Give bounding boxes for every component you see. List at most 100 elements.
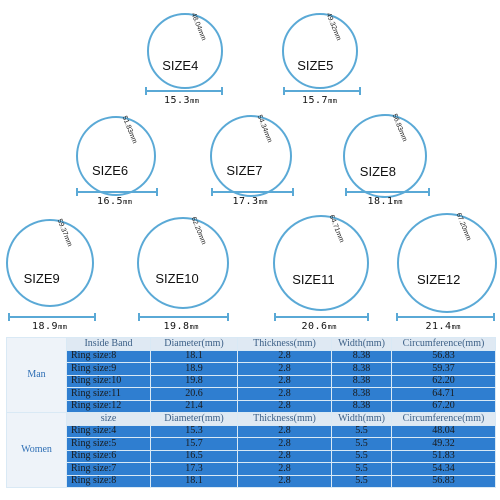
table-cell: Ring size:10 — [66, 374, 151, 388]
diameter-measure-line — [138, 313, 229, 321]
group-label: Women — [6, 412, 67, 488]
ring-size-label: SIZE7 — [226, 163, 263, 179]
table-cell: Ring size:8 — [66, 349, 151, 363]
table-cell: 2.8 — [237, 449, 332, 463]
table-cell: 54.34 — [391, 462, 496, 476]
ring-size-label: SIZE4 — [162, 57, 199, 73]
ring-size-label: SIZE11 — [292, 271, 335, 287]
ring-size-illustration: SIZE4 48.04mm 15.3mm SIZE5 49.32mm 15.7mm SIZE… — [6, 12, 497, 332]
diameter-label: 19.8mm — [163, 321, 200, 332]
table-header-cell: Diameter(mm) — [150, 412, 238, 426]
table-header-cell: Thickness(mm) — [237, 412, 332, 426]
table-cell: 56.83 — [391, 474, 496, 488]
table-cell: Ring size:8 — [66, 474, 151, 488]
table-cell: Ring size:9 — [66, 362, 151, 376]
table-header-cell: Thickness(mm) — [237, 337, 332, 351]
diameter-measure-line — [8, 313, 96, 321]
table-cell: 17.3 — [150, 462, 238, 476]
table-header-cell: Width(mm) — [331, 412, 392, 426]
table-cell: 8.38 — [331, 399, 392, 413]
table-header-cell: Circumference(mm) — [391, 412, 496, 426]
diameter-label: 16.5mm — [97, 196, 133, 207]
diameter-label: 15.3mm — [164, 95, 200, 106]
table-cell: 2.8 — [237, 424, 332, 438]
table-header-row: Women size Diameter(mm) Thickness(mm) Width(… — [6, 412, 496, 488]
ring-size-label: SIZE10 — [155, 271, 199, 287]
table-cell: 18.9 — [150, 362, 238, 376]
diameter-label: 18.1mm — [367, 196, 404, 207]
table-cell: Ring size:11 — [66, 387, 151, 401]
diameter-label: 21.4mm — [425, 321, 462, 332]
table-row: Ring size:9 18.9 2.8 8.38 59.37 — [7, 362, 496, 376]
table-cell: 18.1 — [150, 474, 238, 488]
table-cell: 5.5 — [331, 424, 392, 438]
ring-circle — [397, 213, 497, 313]
diameter-measure-line — [211, 188, 294, 196]
table-cell: 18.1 — [150, 349, 238, 363]
diameter-measure-line — [396, 313, 495, 321]
table-row: Ring size:12 21.4 2.8 8.38 67.20 — [7, 399, 496, 413]
table-header-cell: size — [66, 412, 151, 426]
table-cell: 2.8 — [237, 437, 332, 451]
table-row: Ring size:11 20.6 2.8 8.38 64.71 — [7, 387, 496, 401]
diameter-measure-line — [145, 87, 223, 95]
table-cell: 16.5 — [150, 449, 238, 463]
ring-size-label: SIZE9 — [23, 270, 60, 286]
table-cell: 15.3 — [150, 424, 238, 438]
table-row: Ring size:5 15.7 2.8 5.5 49.32 — [7, 437, 496, 451]
table-cell: 8.38 — [331, 374, 392, 388]
table-cell: 2.8 — [237, 474, 332, 488]
table-cell: Ring size:12 — [66, 399, 151, 413]
table-cell: Ring size:6 — [66, 449, 151, 463]
diameter-measure-line — [76, 188, 158, 196]
table-row: Ring size:4 15.3 2.8 5.5 48.04 — [7, 424, 496, 438]
diameter-label: 17.3mm — [232, 196, 269, 207]
table-cell: 56.83 — [391, 349, 496, 363]
ring-circle — [273, 215, 369, 311]
ring-size-label: SIZE6 — [92, 163, 129, 179]
table-header-cell: Width(mm) — [331, 337, 392, 351]
table-cell: 5.5 — [331, 474, 392, 488]
table-cell: 2.8 — [237, 399, 332, 413]
table-cell: 64.71 — [391, 387, 496, 401]
table-cell: Ring size:5 — [66, 437, 151, 451]
diameter-measure-line — [283, 87, 361, 95]
table-cell: 67.20 — [391, 399, 496, 413]
ring-circle — [6, 219, 94, 307]
diameter-measure-line — [274, 313, 369, 321]
table-cell: 49.32 — [391, 437, 496, 451]
ring-size-label: SIZE5 — [297, 57, 334, 73]
table-cell: 15.7 — [150, 437, 238, 451]
table-cell: 2.8 — [237, 349, 332, 363]
table-cell: 19.8 — [150, 374, 238, 388]
table-cell: 48.04 — [391, 424, 496, 438]
ring-circle — [343, 114, 427, 198]
table-row: Ring size:8 18.1 2.8 8.38 56.83 — [7, 349, 496, 363]
table-cell: 2.8 — [237, 462, 332, 476]
table-cell: 5.5 — [331, 449, 392, 463]
table-row: Ring size:10 19.8 2.8 8.38 62.20 — [7, 374, 496, 388]
table-cell: 5.5 — [331, 462, 392, 476]
ring-circle — [137, 217, 229, 309]
ring-circle — [282, 13, 358, 89]
table-cell: 8.38 — [331, 362, 392, 376]
table-cell: 59.37 — [391, 362, 496, 376]
table-header-cell: Inside Band — [66, 337, 151, 351]
table-row: Ring size:8 18.1 2.8 5.5 56.83 — [7, 474, 496, 488]
table-header-cell: Diameter(mm) — [150, 337, 238, 351]
ring-size-table: Man Inside Band Diameter(mm) Thickness(mm) W… — [6, 337, 496, 488]
table-cell: 8.38 — [331, 349, 392, 363]
table-cell: 62.20 — [391, 374, 496, 388]
diameter-label: 18.9mm — [32, 321, 68, 332]
table-cell: 2.8 — [237, 387, 332, 401]
ring-size-label: SIZE8 — [359, 163, 396, 179]
ring-size-label: SIZE12 — [417, 272, 461, 287]
diameter-measure-line — [345, 188, 430, 196]
table-row: Ring size:6 16.5 2.8 5.5 51.83 — [7, 449, 496, 463]
table-cell: 20.6 — [150, 387, 238, 401]
table-cell: 2.8 — [237, 374, 332, 388]
table-header-cell: Circumference(mm) — [391, 337, 496, 351]
ring-circle — [210, 115, 292, 197]
ring-circle — [76, 116, 156, 196]
table-header-row: Man Inside Band Diameter(mm) Thickness(mm) W… — [6, 337, 496, 413]
